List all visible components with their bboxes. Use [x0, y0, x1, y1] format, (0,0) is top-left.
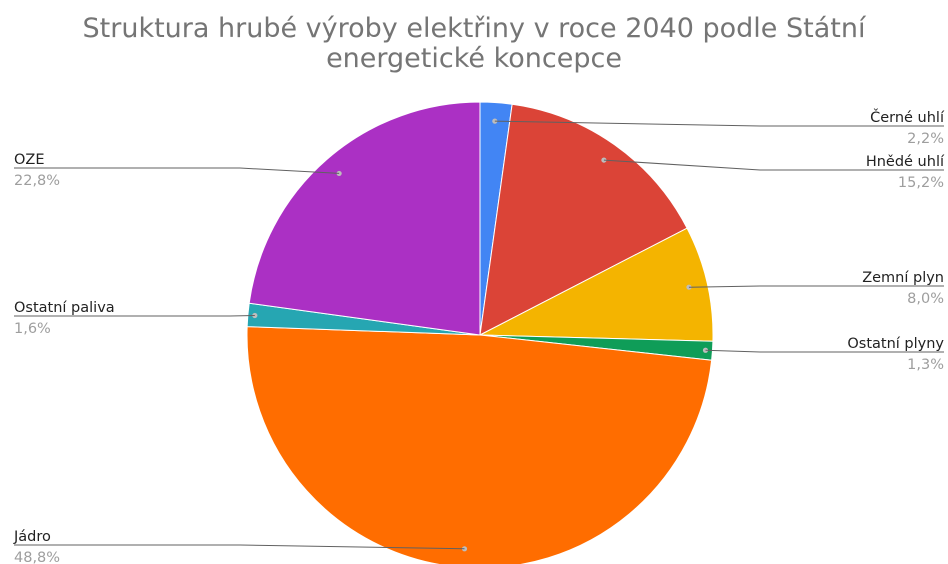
callout-leader-line — [14, 167, 340, 174]
pie-slice-jádro — [246, 326, 713, 564]
slice-label-name: Jádro — [13, 529, 51, 545]
callout-leader-line — [603, 159, 944, 171]
chart-title-line-1: Struktura hrubé výroby elektřiny v roce … — [82, 13, 866, 44]
pie-slices — [246, 101, 714, 564]
slice-label-name: Zemní plyn — [862, 270, 944, 286]
callout-leader-line — [494, 120, 944, 127]
chart-title-line-2: energetické koncepce — [326, 43, 622, 74]
slice-label-value: 1,3% — [907, 357, 944, 373]
callout-dot — [461, 546, 468, 552]
slice-label-value: 8,0% — [907, 291, 944, 307]
slice-label-value: 15,2% — [898, 175, 944, 191]
slice-label-value: 1,6% — [14, 321, 51, 337]
callout-leader-line — [688, 285, 944, 288]
slice-label-name: Černé uhlí — [870, 108, 945, 126]
slice-label-name: Ostatní plyny — [847, 336, 944, 352]
slice-label-name: Ostatní paliva — [14, 300, 115, 316]
slice-label-name: Hnědé uhlí — [866, 154, 945, 170]
slice-label-value: 22,8% — [14, 173, 60, 189]
callout-leader-line — [705, 349, 944, 353]
pie-slice-oze — [248, 101, 481, 336]
chart-title: Struktura hrubé výroby elektřiny v roce … — [0, 14, 948, 74]
callout-leader-line — [14, 314, 255, 317]
pie-slice-zemní-plyn — [479, 227, 714, 342]
slice-label-name: OZE — [14, 152, 45, 168]
pie-callouts: Černé uhlí 2,2% Hnědé uhlí 15,2% Zemní plyn 8… — [13, 108, 945, 564]
slice-label-value: 2,2% — [907, 131, 944, 147]
callout-leader-line — [14, 544, 465, 550]
slice-label-value: 48,8% — [14, 550, 60, 564]
